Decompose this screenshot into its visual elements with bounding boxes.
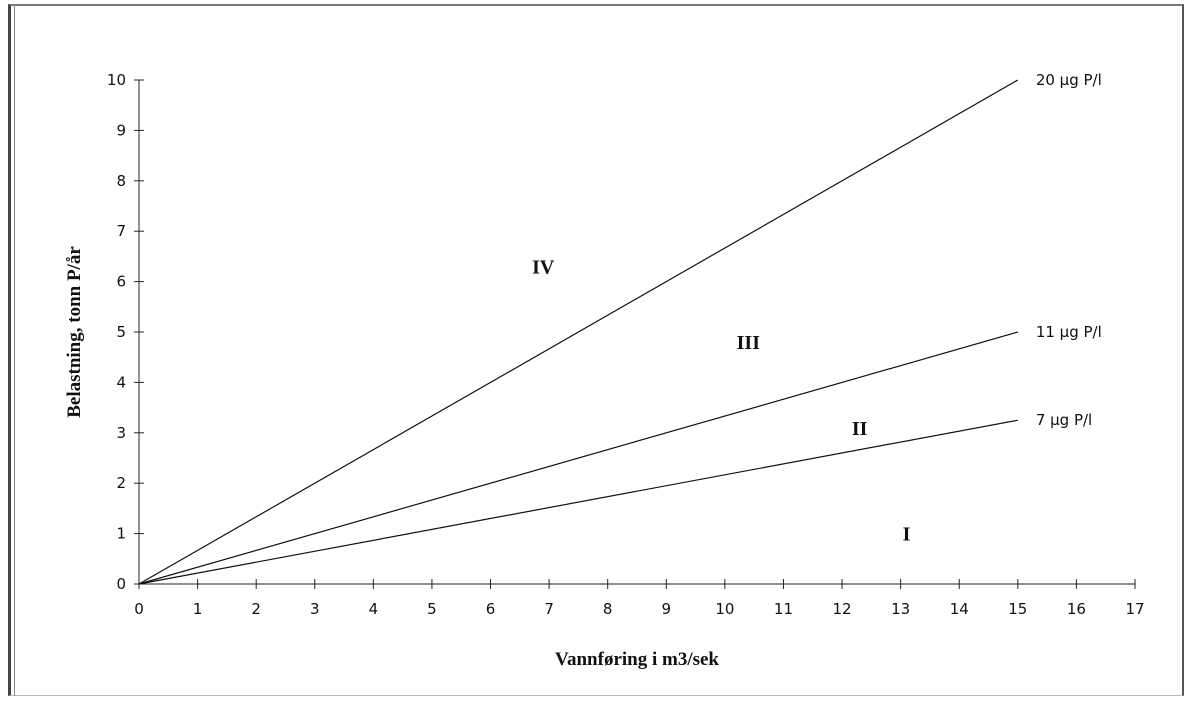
x-tick-label: 8 bbox=[603, 600, 613, 618]
x-tick-label: 9 bbox=[662, 600, 672, 618]
x-tick-label: 2 bbox=[251, 600, 261, 618]
series-line-1 bbox=[138, 79, 1019, 585]
x-tick-label: 4 bbox=[369, 600, 379, 618]
x-tick-label: 15 bbox=[1008, 600, 1027, 618]
y-tick-label: 10 bbox=[107, 71, 126, 89]
x-tick-label: 3 bbox=[310, 600, 320, 618]
y-tick-label: 2 bbox=[116, 474, 126, 492]
x-tick-label: 13 bbox=[891, 600, 910, 618]
y-tick-label: 0 bbox=[116, 575, 126, 593]
zone-label-iii: III bbox=[737, 332, 761, 354]
series-label-2: 11 µg P/l bbox=[1036, 323, 1102, 341]
series-label-3: 7 µg P/l bbox=[1036, 411, 1092, 429]
y-tick-label: 6 bbox=[116, 273, 126, 291]
x-tick-label: 11 bbox=[774, 600, 793, 618]
x-tick-label: 0 bbox=[134, 600, 144, 618]
y-tick-label: 7 bbox=[116, 222, 126, 240]
zone-label-iv: IV bbox=[532, 256, 555, 278]
series-label-1: 20 µg P/l bbox=[1036, 71, 1102, 89]
x-tick-label: 16 bbox=[1067, 600, 1086, 618]
series-lines bbox=[138, 79, 1019, 585]
x-tick-label: 10 bbox=[715, 600, 734, 618]
series-line-3 bbox=[138, 419, 1018, 585]
x-tick-label: 14 bbox=[950, 600, 969, 618]
x-tick-label: 6 bbox=[486, 600, 496, 618]
y-tick-label: 3 bbox=[116, 424, 126, 442]
y-tick-label: 4 bbox=[116, 373, 126, 391]
y-tick-label: 1 bbox=[116, 525, 126, 543]
series-line-2 bbox=[138, 331, 1018, 585]
zone-label-i: I bbox=[903, 524, 911, 546]
x-tick-label: 5 bbox=[427, 600, 437, 618]
x-tick-label: 1 bbox=[193, 600, 203, 618]
x-tick-label: 7 bbox=[544, 600, 554, 618]
y-tick-label: 8 bbox=[116, 172, 126, 190]
frame-divider bbox=[14, 4, 15, 696]
axes bbox=[134, 79, 1136, 589]
zone-label-ii: II bbox=[852, 418, 868, 440]
chart-frame bbox=[8, 4, 1184, 696]
x-axis-title: Vannføring i m3/sek bbox=[555, 649, 719, 670]
y-tick-label: 9 bbox=[116, 121, 126, 139]
y-axis-title: Belastning, tonn P/år bbox=[64, 246, 85, 418]
y-tick-label: 5 bbox=[116, 323, 126, 341]
x-tick-label: 17 bbox=[1125, 600, 1144, 618]
x-tick-label: 12 bbox=[833, 600, 852, 618]
